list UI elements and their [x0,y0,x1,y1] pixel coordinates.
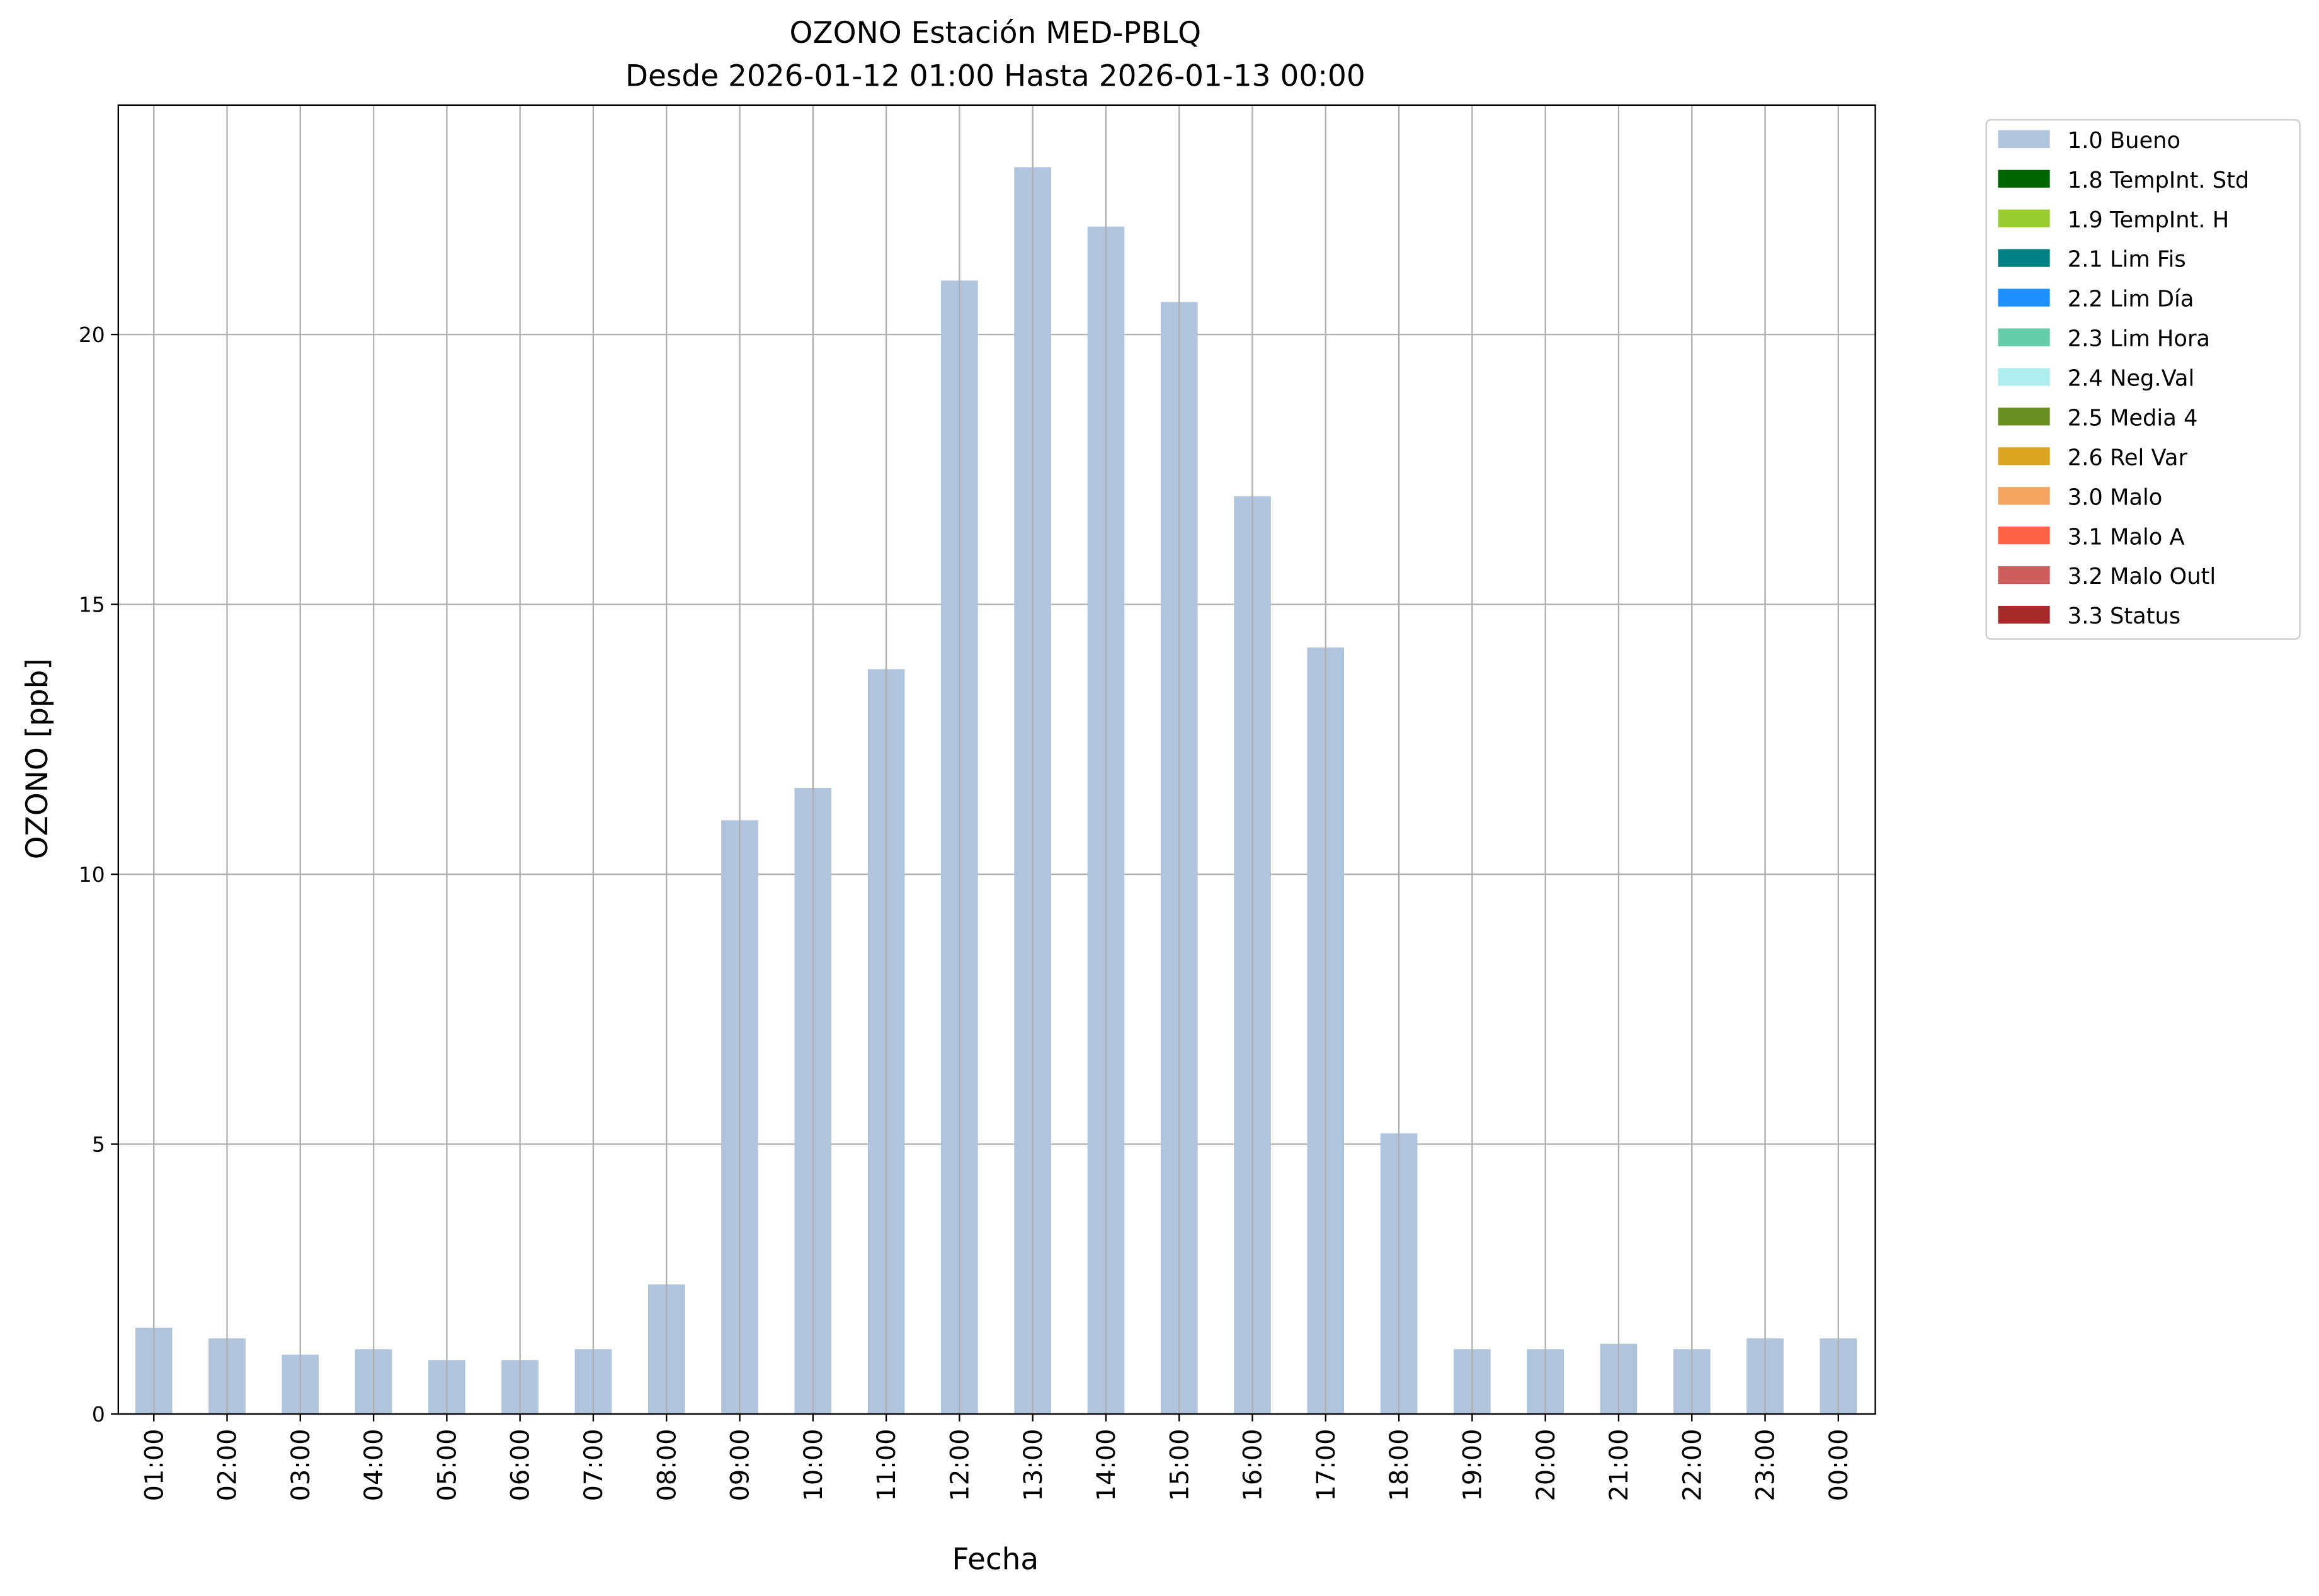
x-tick-label: 10:00 [799,1429,828,1502]
legend-label: 3.2 Malo Outl [2068,564,2216,590]
legend-swatch [1998,169,2050,188]
legend-label: 2.2 Lim Día [2068,287,2194,312]
legend-label: 2.5 Media 4 [2068,405,2198,431]
x-tick-label: 08:00 [652,1429,681,1502]
y-tick-label: 20 [79,322,105,347]
legend-label: 3.0 Malo [2068,484,2163,510]
x-tick-label: 09:00 [726,1429,755,1502]
legend-label: 2.1 Lim Fis [2068,247,2186,273]
legend-swatch [1998,408,2050,426]
grid [118,333,1876,1415]
x-tick-label: 20:00 [1532,1429,1561,1502]
legend: 1.0 Bueno 1.8 TempInt. Std 1.9 TempInt. H 2… [1985,119,2301,640]
x-tick-label: 00:00 [1825,1429,1854,1502]
legend-label: 2.6 Rel Var [2068,445,2188,470]
x-tick-label: 05:00 [433,1429,462,1502]
y-ticks: 0 5 10 15 20 [79,322,118,1427]
x-tick-label: 07:00 [579,1429,608,1502]
legend-swatch [1998,209,2050,227]
x-tick-label: 06:00 [506,1429,535,1502]
x-tick-label: 01:00 [140,1429,169,1502]
legend-label: 2.4 Neg.Val [2068,366,2195,392]
x-tick-label: 02:00 [214,1429,242,1502]
legend-swatch [1998,487,2050,505]
legend-frame [1985,119,2301,640]
legend-label: 1.9 TempInt. H [2068,207,2229,233]
vertical-grid [153,105,1840,1415]
x-tick-label: 14:00 [1092,1429,1121,1502]
x-tick-label: 12:00 [945,1429,974,1502]
legend-label: 2.3 Lim Hora [2068,326,2210,352]
x-tick-label: 16:00 [1239,1429,1268,1502]
legend-swatch [1998,288,2050,307]
legend-label: 1.8 TempInt. Std [2068,168,2250,193]
legend-swatch [1998,130,2050,148]
bars [135,167,1857,1415]
x-tick-label: 03:00 [287,1429,316,1502]
y-tick-label: 5 [92,1132,105,1156]
legend-swatch [1998,368,2050,386]
legend-swatch [1998,447,2050,465]
y-tick-label: 15 [79,592,105,617]
legend-swatch [1998,249,2050,267]
x-tick-label: 21:00 [1605,1429,1634,1502]
x-axis-label: Fecha [952,1542,1039,1577]
x-tick-label: 15:00 [1165,1429,1194,1502]
legend-label: 3.3 Status [2068,603,2180,629]
x-tick-label: 18:00 [1385,1429,1414,1502]
x-ticks: 01:00 02:00 03:00 04:00 05:00 06:00 07:00 08:00… [140,1414,1854,1502]
x-tick-label: 22:00 [1678,1429,1707,1502]
y-axis-label: OZONO [ppb] [20,658,55,859]
plot-frame [117,104,1876,1415]
x-tick-label: 17:00 [1312,1429,1341,1502]
legend-swatch [1998,527,2050,545]
legend-swatch [1998,605,2050,624]
y-tick-label: 0 [92,1402,105,1427]
x-tick-label: 23:00 [1752,1429,1781,1502]
chart-title: OZONO Estación MED-PBLQ [790,16,1202,50]
legend-label: 1.0 Bueno [2068,128,2180,154]
legend-label: 3.1 Malo A [2068,524,2185,550]
legend-swatch [1998,566,2050,584]
x-tick-label: 13:00 [1019,1429,1048,1502]
x-tick-label: 11:00 [872,1429,901,1502]
y-tick-label: 10 [79,862,105,887]
legend-swatch [1998,328,2050,346]
chart-subtitle: Desde 2026-01-12 01:00 Hasta 2026-01-13 … [625,59,1365,93]
x-tick-label: 04:00 [360,1429,389,1502]
x-tick-label: 19:00 [1458,1429,1487,1502]
